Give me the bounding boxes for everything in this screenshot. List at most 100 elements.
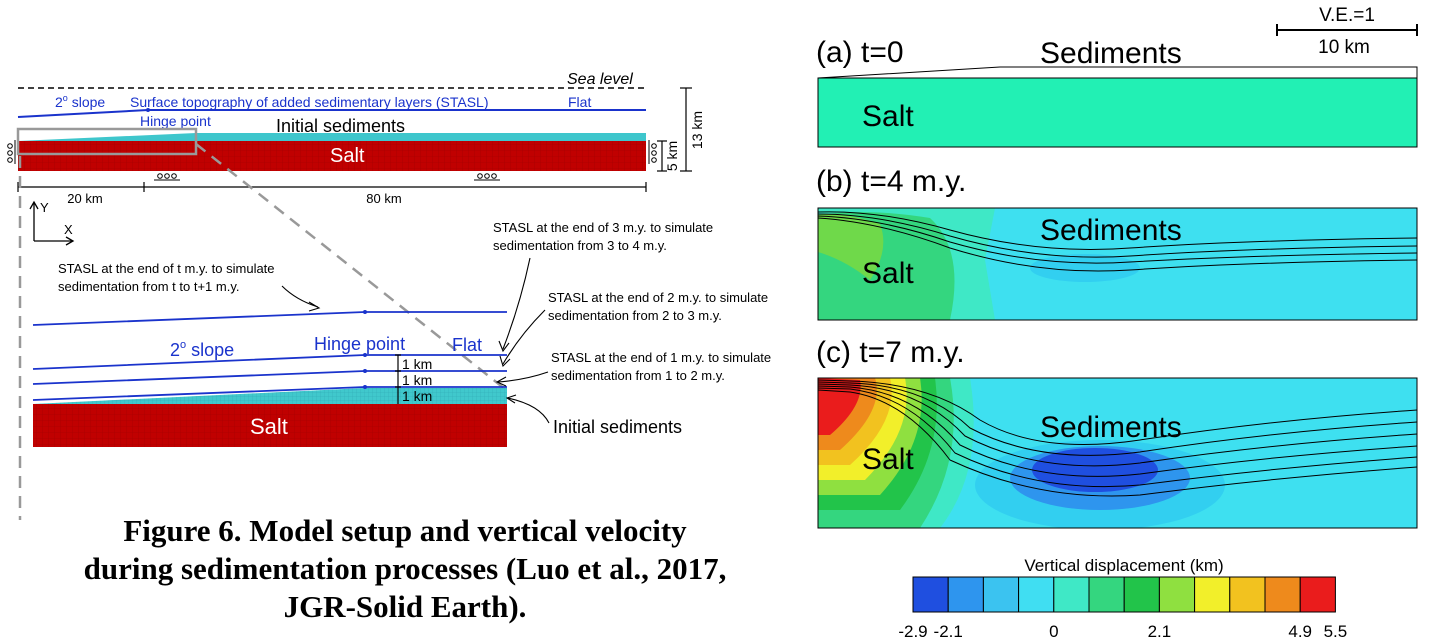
colorbar-tick-label: 4.9 <box>1288 622 1312 641</box>
colorbar-cell <box>947 576 984 613</box>
colorbar-cell <box>1158 576 1196 613</box>
zoom-initial-sediments-label: Initial sediments <box>553 417 682 437</box>
colorbar-tick-label: 2.1 <box>1148 622 1172 641</box>
zoom-hinge-label: Hinge point <box>314 334 405 354</box>
zoom-km-label-1: 1 km <box>402 356 432 372</box>
setup-salt-label: Salt <box>330 145 365 167</box>
panel-b-contour-zone <box>818 214 884 280</box>
zoom-slope-label: 2o slope <box>170 339 234 360</box>
xy-axis-icon <box>29 200 75 246</box>
stasl-label: Surface topography of added sedimentary … <box>130 94 488 110</box>
zoom-flat-label: Flat <box>452 335 482 355</box>
panel-a: (a) t=0 Sediments Salt <box>816 36 1418 148</box>
colorbar-tick-label: -2.1 <box>934 622 963 641</box>
zoom-view: Salt 2o slope Hinge point Flat 1 km 1 km… <box>18 143 771 520</box>
annotation-arrows <box>281 257 550 424</box>
colorbar-cell <box>982 576 1020 613</box>
stasl2-annotation-line1: STASL at the end of 2 m.y. to simulate <box>548 290 768 305</box>
dim-80km-label: 80 km <box>366 191 401 206</box>
panel-c-title: (c) t=7 m.y. <box>816 336 965 369</box>
caption-line-2: during sedimentation processes (Luo et a… <box>83 551 727 586</box>
panel-c: (c) t=7 m.y. Sediments Sa <box>816 336 1418 529</box>
dim-13km-label: 13 km <box>689 111 705 149</box>
colorbar-tick-label: -2.9 <box>898 622 927 641</box>
caption-line-3: JGR-Solid Earth). <box>283 589 527 624</box>
panel-a-title: (a) t=0 <box>816 36 904 69</box>
setup-initial-sediments-label: Initial sediments <box>276 116 405 136</box>
axis-x-label: X <box>64 222 73 237</box>
figure-caption: Figure 6. Model setup and vertical veloc… <box>20 512 790 626</box>
colorbar-cell <box>1018 576 1055 613</box>
setup-slope-label: 2o slope <box>55 93 105 110</box>
panel-a-salt <box>817 77 1418 148</box>
panel-c-horizons <box>818 379 1417 497</box>
panel-b-title: (b) t=4 m.y. <box>816 165 966 198</box>
axis-y-label: Y <box>40 200 49 215</box>
panel-b-salt-label: Salt <box>862 257 914 290</box>
bottom-roller-support <box>474 173 500 181</box>
panel-a-salt-label: Salt <box>862 100 914 133</box>
colorbar-cell <box>1123 576 1160 613</box>
dimension-horizontal <box>17 182 647 192</box>
panel-c-salt-label: Salt <box>862 443 914 476</box>
setup-flat-label: Flat <box>568 94 591 110</box>
zoom-salt-label: Salt <box>250 414 288 439</box>
scale-ve-label: V.E.=1 <box>1319 5 1375 26</box>
zoom-box <box>16 127 198 156</box>
colorbar-cells <box>912 576 1336 613</box>
dimension-13km <box>680 87 692 172</box>
stasl3-annotation-line2: sedimentation from 3 to 4 m.y. <box>493 238 667 253</box>
stasl-t-line <box>32 311 507 326</box>
scale-length-label: 10 km <box>1318 37 1370 58</box>
dim-5km-label: 5 km <box>664 141 680 171</box>
right-roller-support <box>648 140 657 164</box>
colorbar-cell <box>1053 576 1090 613</box>
zoom-guide-right <box>195 143 506 390</box>
panel-b-frame <box>817 207 1418 321</box>
stasl3-annotation-line1: STASL at the end of 3 m.y. to simulate <box>493 220 713 235</box>
zoom-km-label-3: 1 km <box>402 388 432 404</box>
colorbar-ticks: -2.9 -2.1 0 2.1 4.9 5.5 <box>898 622 1347 641</box>
colorbar-tick-label: 5.5 <box>1324 622 1348 641</box>
stasl-t-annotation-line1: STASL at the end of t m.y. to simulate <box>58 261 275 276</box>
stasl1-annotation-line1: STASL at the end of 1 m.y. to simulate <box>551 350 771 365</box>
colorbar-cell <box>1264 576 1301 613</box>
panel-b-sediments-label: Sediments <box>1040 214 1182 247</box>
setup-hinge-label: Hinge point <box>140 113 211 129</box>
panel-c-contour-zone <box>1032 448 1158 492</box>
colorbar-cell <box>912 576 949 613</box>
zoom-km-ticks <box>395 354 401 404</box>
stasl-3-line <box>32 354 507 370</box>
hinge-dot <box>146 108 150 112</box>
dimension-5km <box>657 140 667 172</box>
panel-c-sediments-label: Sediments <box>1040 411 1182 444</box>
panel-b: (b) t=4 m.y. Sediments Salt <box>816 165 1418 321</box>
panel-a-sediments-label: Sediments <box>1040 37 1182 70</box>
colorbar-title: Vertical displacement (km) <box>1024 556 1223 575</box>
panel-b-horizons <box>818 211 1417 272</box>
scale-bar <box>1276 24 1418 36</box>
left-roller-support <box>7 140 16 164</box>
sea-level-label: Sea level <box>567 71 633 88</box>
colorbar-cell <box>1194 576 1231 613</box>
colorbar-cell <box>1229 576 1266 613</box>
hinge-dots <box>363 310 367 389</box>
colorbar-cell <box>1088 576 1125 613</box>
model-setup: Sea level 2o slope Surface topography of… <box>7 71 705 246</box>
stasl-2-line <box>32 370 507 385</box>
stasl2-annotation-line2: sedimentation from 2 to 3 m.y. <box>548 308 722 323</box>
stasl-lines <box>32 311 507 401</box>
colorbar-tick-label: 0 <box>1049 622 1058 641</box>
caption-line-1: Figure 6. Model setup and vertical veloc… <box>123 513 687 548</box>
stasl1-annotation-line2: sedimentation from 1 to 2 m.y. <box>551 368 725 383</box>
bottom-roller-support <box>154 173 180 181</box>
panel-c-frame <box>817 377 1418 529</box>
setup-initial-sediments <box>18 133 646 141</box>
panel-b-contour-zone <box>1030 254 1140 282</box>
stasl-slope-line <box>17 109 149 118</box>
stasl-t-annotation-line2: sedimentation from t to t+1 m.y. <box>58 279 239 294</box>
colorbar-cell <box>1299 576 1336 613</box>
dim-20km-label: 20 km <box>67 191 102 206</box>
zoom-km-label-2: 1 km <box>402 372 432 388</box>
